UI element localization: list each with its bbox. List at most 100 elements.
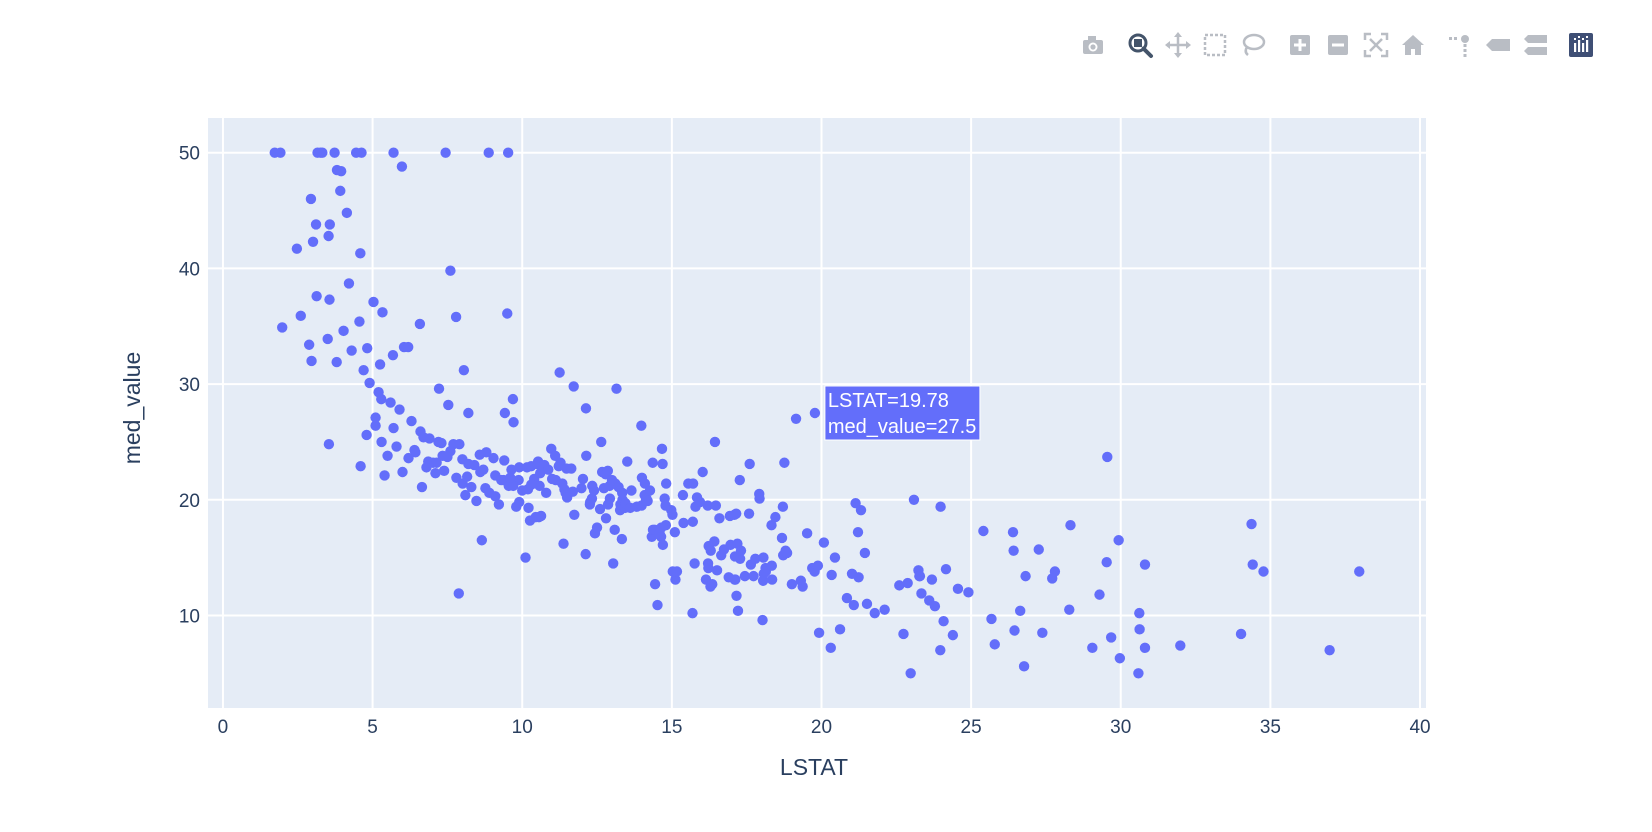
data-point[interactable] [1094,589,1105,600]
data-point[interactable] [905,668,916,679]
data-point[interactable] [834,624,846,635]
data-point[interactable] [1235,628,1247,640]
data-point[interactable] [935,501,946,512]
data-point[interactable] [310,219,322,230]
data-point[interactable] [848,599,860,611]
data-point[interactable] [546,473,558,485]
data-point[interactable] [591,522,603,533]
data-point[interactable] [744,458,755,470]
data-point[interactable] [861,598,873,610]
data-point[interactable] [554,367,565,378]
data-point[interactable] [978,525,989,537]
data-point[interactable] [362,343,373,354]
data-point[interactable] [732,605,744,617]
data-point[interactable] [1175,640,1186,651]
data-point[interactable] [926,574,938,585]
data-point[interactable] [324,294,335,305]
data-point[interactable] [809,407,821,419]
data-point[interactable] [324,219,335,230]
reset-axes-button[interactable] [1398,30,1428,60]
data-point[interactable] [520,552,531,563]
data-point[interactable] [1324,644,1335,656]
data-point[interactable] [335,185,346,197]
data-point[interactable] [543,464,554,475]
data-point[interactable] [1113,535,1124,546]
data-point[interactable] [786,579,798,590]
data-point[interactable] [370,412,381,423]
data-point[interactable] [711,565,723,576]
data-point[interactable] [702,500,713,511]
data-point[interactable] [940,563,952,575]
data-point[interactable] [986,613,997,625]
data-point[interactable] [475,466,486,478]
data-point[interactable] [667,509,678,521]
data-point[interactable] [1020,570,1031,582]
data-point[interactable] [855,504,867,516]
data-point[interactable] [694,496,706,508]
data-point[interactable] [879,604,890,615]
data-point[interactable] [687,607,698,619]
data-point[interactable] [669,526,681,538]
data-point[interactable] [647,457,658,468]
data-point[interactable] [431,457,442,468]
data-point[interactable] [677,489,689,501]
data-point[interactable] [869,607,880,619]
data-point[interactable] [1101,557,1112,568]
data-point[interactable] [608,558,619,569]
data-point[interactable] [463,458,474,470]
data-point[interactable] [657,458,668,470]
data-point[interactable] [1258,566,1269,577]
data-point[interactable] [1007,526,1019,538]
data-point[interactable] [586,493,598,504]
data-point[interactable] [929,600,941,612]
data-point[interactable] [705,545,716,556]
data-point[interactable] [596,436,607,448]
data-point[interactable] [483,147,494,158]
data-point[interactable] [649,579,661,590]
data-point[interactable] [739,570,751,582]
data-point[interactable] [388,422,399,434]
data-point[interactable] [387,349,399,361]
data-point[interactable] [687,478,699,489]
data-point[interactable] [616,533,628,545]
data-point[interactable] [502,147,514,158]
data-point[interactable] [568,381,579,392]
data-point[interactable] [734,474,745,486]
data-point[interactable] [379,470,390,481]
pan-button[interactable] [1163,30,1193,60]
data-point[interactable] [391,441,402,452]
data-point[interactable] [466,481,477,493]
data-point[interactable] [361,429,372,441]
data-point[interactable] [748,570,759,582]
data-point[interactable] [1134,624,1145,635]
data-point[interactable] [1033,544,1044,555]
data-point[interactable] [622,456,633,467]
zoom-out-button[interactable] [1323,30,1353,60]
data-point[interactable] [354,316,365,327]
data-point[interactable] [757,614,768,626]
data-point[interactable] [335,166,347,177]
data-point[interactable] [430,467,441,479]
data-point[interactable] [385,397,396,408]
data-point[interactable] [770,511,781,523]
data-point[interactable] [577,473,589,485]
data-point[interactable] [450,311,462,323]
data-point[interactable] [303,339,315,350]
data-point[interactable] [514,462,525,473]
data-point[interactable] [813,627,825,639]
data-point[interactable] [916,588,927,599]
data-point[interactable] [358,364,369,376]
data-point[interactable] [396,161,408,172]
box-select-button[interactable] [1200,30,1230,60]
data-point[interactable] [534,467,546,479]
data-point[interactable] [341,207,353,219]
data-point[interactable] [453,588,464,599]
data-point[interactable] [442,451,453,463]
data-point[interactable] [1114,653,1126,664]
data-point[interactable] [602,465,614,477]
data-point[interactable] [779,457,790,468]
data-point[interactable] [338,325,349,337]
data-point[interactable] [636,420,647,431]
data-point[interactable] [697,466,708,478]
data-point[interactable] [484,487,495,499]
